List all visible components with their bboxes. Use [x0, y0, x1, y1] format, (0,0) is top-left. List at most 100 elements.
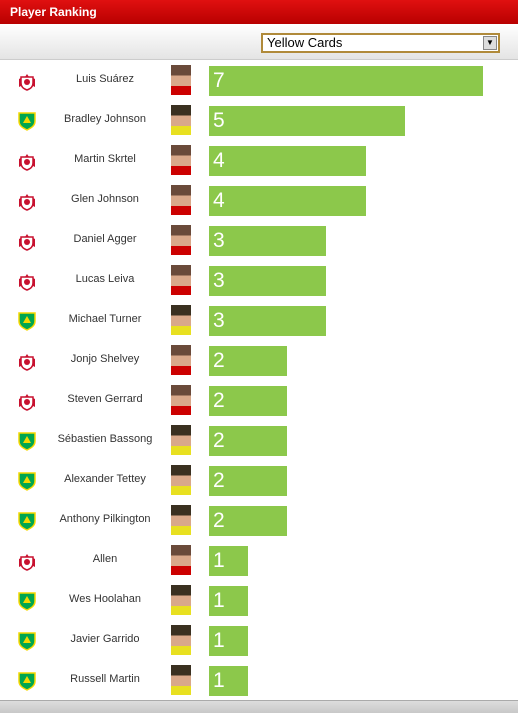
player-photo [171, 265, 191, 295]
value-label: 5 [213, 109, 225, 132]
player-photo [171, 465, 191, 495]
player-row: Steven Gerrard 2 [0, 380, 518, 420]
player-photo [171, 625, 191, 655]
stat-dropdown[interactable]: Yellow Cards ▼ [261, 33, 500, 53]
player-row: Anthony Pilkington 2 [0, 500, 518, 540]
value-bar: 4 [209, 186, 366, 216]
team-crest [17, 631, 37, 651]
player-row: Bradley Johnson 5 [0, 100, 518, 140]
player-row: Lucas Leiva 3 [0, 260, 518, 300]
value-label: 2 [213, 429, 225, 452]
team-crest [17, 111, 37, 131]
team-crest [17, 71, 37, 91]
value-label: 4 [213, 149, 225, 172]
player-name: Daniel Agger [73, 233, 137, 245]
player-name: Russell Martin [70, 673, 140, 685]
player-name: Steven Gerrard [67, 393, 143, 405]
player-photo [171, 345, 191, 375]
player-name: Alexander Tettey [64, 473, 146, 485]
player-name: Bradley Johnson [64, 113, 146, 125]
team-crest [17, 311, 37, 331]
value-bar: 1 [209, 586, 249, 616]
player-name: Sébastien Bassong [57, 433, 153, 445]
value-bar: 2 [209, 466, 288, 496]
value-label: 3 [213, 309, 225, 332]
player-name: Jonjo Shelvey [70, 353, 140, 365]
value-bar: 2 [209, 506, 288, 536]
player-name: Anthony Pilkington [59, 513, 151, 525]
value-bar: 3 [209, 306, 327, 336]
player-row: Jonjo Shelvey 2 [0, 340, 518, 380]
player-photo [171, 665, 191, 695]
value-bar: 1 [209, 626, 249, 656]
player-name: Javier Garrido [70, 633, 140, 645]
value-bar: 3 [209, 226, 327, 256]
team-crest [17, 471, 37, 491]
value-label: 3 [213, 229, 225, 252]
team-crest [17, 191, 37, 211]
player-photo [171, 305, 191, 335]
player-photo [171, 545, 191, 575]
value-bar: 1 [209, 666, 249, 696]
team-crest [17, 391, 37, 411]
value-label: 4 [213, 189, 225, 212]
value-bar: 2 [209, 386, 288, 416]
value-label: 1 [213, 549, 225, 572]
player-name: Martin Skrtel [74, 153, 136, 165]
player-row: Sébastien Bassong 2 [0, 420, 518, 460]
value-label: 1 [213, 629, 225, 652]
player-row: Allen 1 [0, 540, 518, 580]
panel-footer [0, 700, 518, 713]
player-photo [171, 185, 191, 215]
player-row: Glen Johnson 4 [0, 180, 518, 220]
team-crest [17, 151, 37, 171]
value-label: 2 [213, 509, 225, 532]
player-row: Russell Martin 1 [0, 660, 518, 700]
player-photo [171, 65, 191, 95]
value-label: 3 [213, 269, 225, 292]
toolbar: Yellow Cards ▼ [0, 24, 518, 60]
player-row: Martin Skrtel 4 [0, 140, 518, 180]
player-photo [171, 505, 191, 535]
player-photo [171, 225, 191, 255]
value-label: 1 [213, 669, 225, 692]
team-crest [17, 511, 37, 531]
team-crest [17, 231, 37, 251]
value-label: 2 [213, 389, 225, 412]
team-crest [17, 551, 37, 571]
value-label: 1 [213, 589, 225, 612]
panel-header: Player Ranking [0, 0, 518, 24]
ranking-list: Luis Suárez 7 Bradley Johnson 5 Martin Skrte… [0, 60, 518, 700]
player-photo [171, 425, 191, 455]
value-bar: 4 [209, 146, 366, 176]
player-name: Glen Johnson [71, 193, 139, 205]
player-row: Javier Garrido 1 [0, 620, 518, 660]
player-row: Luis Suárez 7 [0, 60, 518, 100]
player-row: Daniel Agger 3 [0, 220, 518, 260]
team-crest [17, 671, 37, 691]
value-bar: 2 [209, 346, 288, 376]
player-row: Wes Hoolahan 1 [0, 580, 518, 620]
dropdown-arrow[interactable]: ▼ [483, 36, 497, 50]
value-label: 2 [213, 349, 225, 372]
player-name: Luis Suárez [75, 73, 135, 85]
player-name: Michael Turner [68, 313, 142, 325]
value-bar: 5 [209, 106, 405, 136]
player-row: Michael Turner 3 [0, 300, 518, 340]
dropdown-text: Yellow Cards [267, 35, 343, 50]
player-name: Lucas Leiva [75, 273, 135, 285]
player-row: Alexander Tettey 2 [0, 460, 518, 500]
team-crest [17, 431, 37, 451]
player-photo [171, 105, 191, 135]
value-bar: 7 [209, 66, 483, 96]
player-photo [171, 585, 191, 615]
player-name: Allen [92, 553, 118, 565]
value-label: 7 [213, 69, 225, 92]
team-crest [17, 351, 37, 371]
value-label: 2 [213, 469, 225, 492]
player-photo [171, 145, 191, 175]
team-crest [17, 591, 37, 611]
player-photo [171, 385, 191, 415]
player-name: Wes Hoolahan [69, 593, 141, 605]
